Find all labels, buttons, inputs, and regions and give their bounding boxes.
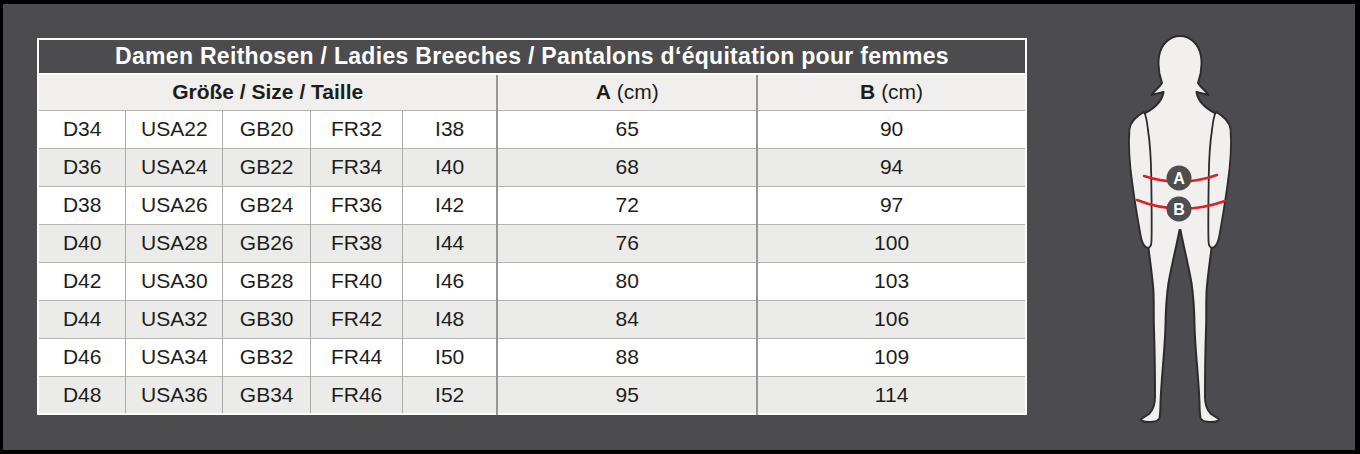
b-label: B [860,80,875,103]
measurement-b-cell: 106 [757,300,1026,338]
measurement-b-cell: 100 [757,224,1026,262]
measurement-b-cell: 94 [757,148,1026,186]
measurement-a-cell: 72 [497,186,757,224]
size-cell-gb: GB34 [223,376,311,414]
size-cell-usa: USA36 [126,376,223,414]
table-row: D34USA22GB20FR32I386590 [38,110,1026,148]
table-row: D42USA30GB28FR40I4680103 [38,262,1026,300]
measurement-a-cell: 80 [497,262,757,300]
left-arm [1129,112,1152,248]
measurement-a-cell: 68 [497,148,757,186]
size-cell-de: D38 [38,186,126,224]
measurement-a-cell: 76 [497,224,757,262]
table-row: D36USA24GB22FR34I406894 [38,148,1026,186]
size-cell-gb: GB20 [223,110,311,148]
size-cell-de: D48 [38,376,126,414]
size-cell-fr: FR36 [311,186,403,224]
size-cell-gb: GB24 [223,186,311,224]
size-cell-fr: FR38 [311,224,403,262]
measurement-a-cell: 84 [497,300,757,338]
size-cell-fr: FR44 [311,338,403,376]
size-cell-usa: USA34 [126,338,223,376]
size-cell-fr: FR46 [311,376,403,414]
measurement-b-cell: 97 [757,186,1026,224]
b-unit: (cm) [881,80,923,103]
size-cell-usa: USA32 [126,300,223,338]
size-cell-usa: USA22 [126,110,223,148]
image-frame: Damen Reithosen / Ladies Breeches / Pant… [0,0,1360,454]
size-cell-it: I50 [403,338,498,376]
size-cell-fr: FR42 [311,300,403,338]
size-cell-de: D42 [38,262,126,300]
table-row: D44USA32GB30FR42I4884106 [38,300,1026,338]
size-cell-usa: USA24 [126,148,223,186]
size-cell-it: I44 [403,224,498,262]
measurement-b-cell: 114 [757,376,1026,414]
badge-a-letter: A [1173,170,1185,187]
badge-b-letter: B [1173,201,1185,218]
measurement-b-cell: 109 [757,338,1026,376]
table-header-row: Größe / Size / Taille A (cm) B (cm) [38,74,1026,110]
table-row: D38USA26GB24FR36I427297 [38,186,1026,224]
size-cell-gb: GB30 [223,300,311,338]
measurement-a-cell: 95 [497,376,757,414]
size-cell-gb: GB32 [223,338,311,376]
a-label: A [596,80,611,103]
size-cell-it: I46 [403,262,498,300]
size-cell-fr: FR40 [311,262,403,300]
table-title: Damen Reithosen / Ladies Breeches / Pant… [38,39,1026,74]
size-cell-it: I40 [403,148,498,186]
measurement-b-cell: 90 [757,110,1026,148]
size-cell-de: D36 [38,148,126,186]
size-cell-it: I38 [403,110,498,148]
right-arm [1208,112,1231,248]
size-cell-it: I42 [403,186,498,224]
table-row: D48USA36GB34FR46I5295114 [38,376,1026,414]
size-cell-de: D40 [38,224,126,262]
size-cell-usa: USA26 [126,186,223,224]
size-column-header: Größe / Size / Taille [38,74,497,110]
measurement-a-cell: 65 [497,110,757,148]
a-unit: (cm) [617,80,659,103]
size-cell-gb: GB26 [223,224,311,262]
page-background: Damen Reithosen / Ladies Breeches / Pant… [3,4,1355,450]
table-row: D40USA28GB26FR38I4476100 [38,224,1026,262]
size-cell-usa: USA30 [126,262,223,300]
size-cell-fr: FR34 [311,148,403,186]
size-cell-de: D44 [38,300,126,338]
size-cell-gb: GB22 [223,148,311,186]
measurement-a-cell: 88 [497,338,757,376]
measurement-a-header: A (cm) [497,74,757,110]
size-cell-gb: GB28 [223,262,311,300]
table-row: D46USA34GB32FR44I5088109 [38,338,1026,376]
size-table-body: D34USA22GB20FR32I386590D36USA24GB22FR34I… [38,110,1026,414]
size-chart-panel: Damen Reithosen / Ladies Breeches / Pant… [37,38,1027,415]
size-chart-table: Damen Reithosen / Ladies Breeches / Pant… [37,38,1027,415]
measurement-figure: A B [1095,25,1265,425]
size-cell-it: I48 [403,300,498,338]
measurement-b-header: B (cm) [757,74,1026,110]
size-cell-de: D34 [38,110,126,148]
size-cell-fr: FR32 [311,110,403,148]
size-cell-usa: USA28 [126,224,223,262]
table-title-row: Damen Reithosen / Ladies Breeches / Pant… [38,39,1026,74]
size-cell-de: D46 [38,338,126,376]
size-cell-it: I52 [403,376,498,414]
measurement-b-cell: 103 [757,262,1026,300]
